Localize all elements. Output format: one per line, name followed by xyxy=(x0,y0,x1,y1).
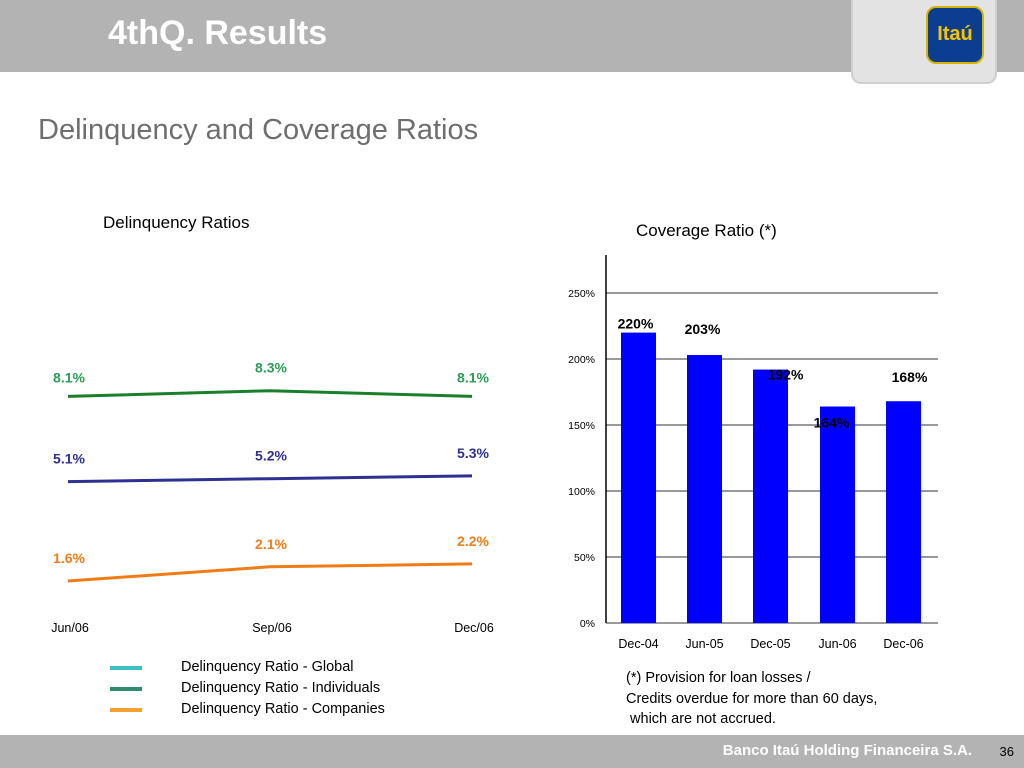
legend-swatch-global xyxy=(110,666,142,670)
data-label-companies-jun06: 1.6% xyxy=(53,550,85,566)
footer-bar: Banco Itaú Holding Financeira S.A. 36 xyxy=(0,735,1024,768)
bar-label-dec-04: 220% xyxy=(618,316,654,332)
bar-label-dec-05: 192% xyxy=(768,367,804,383)
data-label-global-jun06: 5.1% xyxy=(53,451,85,467)
bar-label-jun-06: 164% xyxy=(814,415,850,431)
logo-text: Itaú xyxy=(937,23,973,45)
legend-swatch-companies xyxy=(110,708,142,712)
y-tick-label-50: 50% xyxy=(574,552,595,564)
slide-subtitle: Delinquency and Coverage Ratios xyxy=(38,114,479,146)
coverage-footnote: (*) Provision for loan losses / Credits … xyxy=(626,670,878,727)
bar-jun-06 xyxy=(820,406,855,623)
series-line-companies xyxy=(67,562,473,583)
x-tick-label-dec-05: Dec-05 xyxy=(750,637,790,651)
bar-label-dec-06: 168% xyxy=(892,369,928,385)
x-tick-label-dec-06: Dec-06 xyxy=(883,637,923,651)
y-tick-label-100: 100% xyxy=(568,486,595,498)
footer-company-name: Banco Itaú Holding Financeira S.A. xyxy=(722,742,972,759)
data-label-individuals-sep06: 8.3% xyxy=(255,360,287,376)
y-tick-label-150: 150% xyxy=(568,420,595,432)
bar-label-jun-05: 203% xyxy=(685,321,721,337)
x-tick-label-sep06: Sep/06 xyxy=(252,621,292,635)
y-tick-label-200: 200% xyxy=(568,354,595,366)
legend-label-global: Delinquency Ratio - Global xyxy=(181,659,354,675)
delinquency-chart-title: Delinquency Ratios xyxy=(103,213,250,232)
y-tick-label-250: 250% xyxy=(568,288,595,300)
data-label-companies-dec06: 2.2% xyxy=(457,533,489,549)
logo-tab: Itaú xyxy=(851,0,997,84)
x-tick-label-jun06: Jun/06 xyxy=(51,621,89,635)
data-label-companies-sep06: 2.1% xyxy=(255,536,287,552)
bar-dec-04 xyxy=(621,332,656,623)
x-tick-label-jun-06: Jun-06 xyxy=(818,637,856,651)
page-number: 36 xyxy=(999,744,1014,759)
y-tick-label-0: 0% xyxy=(580,618,595,630)
series-line-individuals xyxy=(67,389,473,398)
legend-label-companies: Delinquency Ratio - Companies xyxy=(181,701,385,717)
x-tick-label-dec06: Dec/06 xyxy=(454,621,494,635)
bar-dec-06 xyxy=(886,401,921,623)
page-title: 4thQ. Results xyxy=(108,14,328,52)
series-line-global xyxy=(67,474,473,484)
data-label-global-sep06: 5.2% xyxy=(255,448,287,464)
bar-jun-05 xyxy=(687,355,722,623)
data-label-global-dec06: 5.3% xyxy=(457,445,489,461)
x-tick-label-jun-05: Jun-05 xyxy=(685,637,723,651)
legend-label-individuals: Delinquency Ratio - Individuals xyxy=(181,680,381,696)
x-tick-label-dec-04: Dec-04 xyxy=(618,637,658,651)
legend-swatch-individuals xyxy=(110,687,142,691)
data-label-individuals-jun06: 8.1% xyxy=(53,369,85,385)
data-label-individuals-dec06: 8.1% xyxy=(457,369,489,385)
bar-dec-05 xyxy=(753,369,788,623)
coverage-chart-title: Coverage Ratio (*) xyxy=(636,221,777,240)
itau-logo: Itaú xyxy=(926,6,984,64)
